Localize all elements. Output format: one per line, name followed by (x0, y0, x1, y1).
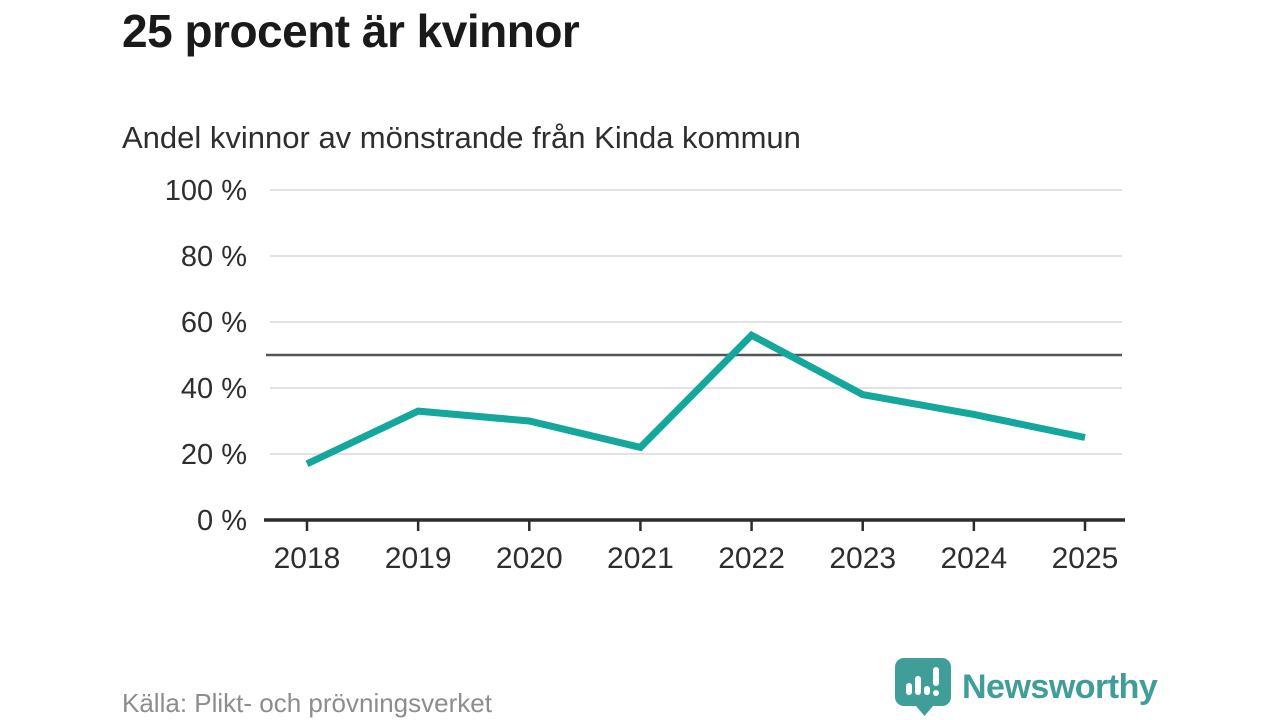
newsworthy-logo-icon (895, 658, 951, 716)
y-tick-label: 0 % (197, 505, 247, 537)
y-tick-label: 20 % (181, 439, 247, 471)
x-tick-label: 2025 (1052, 542, 1119, 575)
source-caption: Källa: Plikt- och prövningsverket (122, 688, 492, 718)
chart-subtitle: Andel kvinnor av mönstrande från Kinda k… (122, 120, 801, 155)
newsworthy-logo-text: Newsworthy (962, 667, 1158, 706)
speech-bubble-shape (895, 658, 951, 716)
exclamation-bar (933, 667, 939, 686)
x-tick-label: 2024 (940, 542, 1007, 575)
x-tick-label: 2023 (829, 542, 896, 575)
y-tick-label: 60 % (181, 307, 247, 339)
y-tick-label: 100 % (165, 175, 247, 207)
x-tick-label: 2018 (274, 542, 341, 575)
y-tick-label: 40 % (181, 373, 247, 405)
y-tick-label: 80 % (181, 241, 247, 273)
x-tick-label: 2022 (718, 542, 785, 575)
exclamation-dot (933, 690, 939, 696)
x-tick-label: 2019 (385, 542, 452, 575)
chart-title: 25 procent är kvinnor (122, 5, 580, 57)
data-line-andel-kvinnor (305, 330, 1086, 468)
x-tick-label: 2021 (607, 542, 674, 575)
bar-chart-glyph (906, 667, 939, 696)
x-tick-label: 2020 (496, 542, 563, 575)
newsworthy-logo: Newsworthy (894, 656, 1158, 718)
